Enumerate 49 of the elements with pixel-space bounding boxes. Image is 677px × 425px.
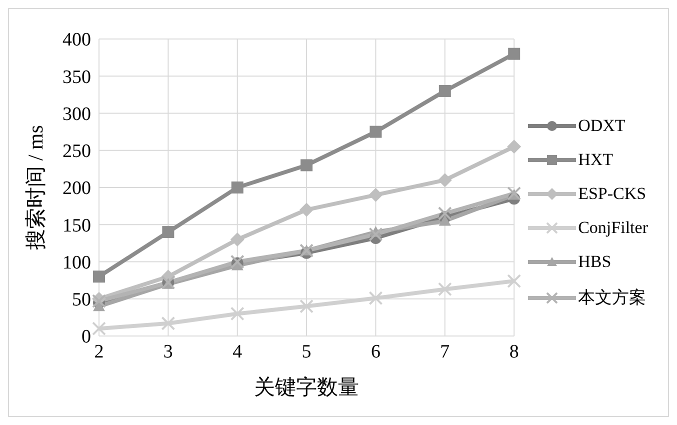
x-tick-label: 8 [509, 341, 519, 362]
point [93, 270, 105, 283]
point [300, 202, 314, 217]
point [300, 159, 313, 172]
x-tick-label: 3 [163, 341, 173, 362]
point [230, 306, 244, 321]
point [230, 232, 244, 246]
y-tick-label: 150 [62, 215, 91, 236]
legend-label: ODXT [578, 116, 626, 136]
point [438, 206, 452, 220]
point [368, 291, 383, 306]
y-axis-title: 搜索时间 / ms [23, 125, 48, 250]
point [508, 48, 520, 60]
legend-label: ESP-CKS [578, 184, 646, 204]
x-tick-label: 4 [232, 341, 243, 362]
point [370, 126, 382, 138]
y-tick-label: 250 [62, 141, 91, 162]
point [230, 254, 244, 269]
legend-label: ConjFilter [578, 218, 648, 238]
point [507, 186, 522, 200]
legend-label: HBS [578, 252, 612, 272]
point [300, 299, 314, 314]
x-tick-label: 7 [440, 341, 450, 362]
point [438, 173, 452, 188]
y-tick-label: 300 [62, 104, 91, 125]
x-tick-label: 2 [94, 341, 104, 362]
y-tick-label: 50 [72, 290, 91, 311]
point [368, 227, 383, 242]
point [438, 282, 452, 296]
point [438, 214, 451, 226]
y-tick-label: 100 [62, 252, 91, 274]
legend-label: HXT [578, 150, 614, 170]
x-axis-title: 关键字数量 [254, 375, 360, 399]
y-tick-label: 350 [62, 66, 91, 88]
point [92, 322, 106, 336]
legend-label: 本文方案 [578, 287, 646, 309]
y-tick-label: 200 [62, 178, 91, 200]
x-tick-label: 6 [370, 341, 380, 362]
x-tick-label: 5 [302, 341, 312, 362]
point [161, 316, 176, 330]
point [507, 140, 522, 154]
point [162, 226, 174, 238]
point [231, 182, 244, 194]
y-tick-label: 0 [82, 326, 91, 348]
point [92, 294, 106, 308]
y-tick-label: 400 [62, 30, 91, 51]
point [438, 84, 451, 97]
point [368, 188, 383, 202]
point [507, 274, 522, 288]
